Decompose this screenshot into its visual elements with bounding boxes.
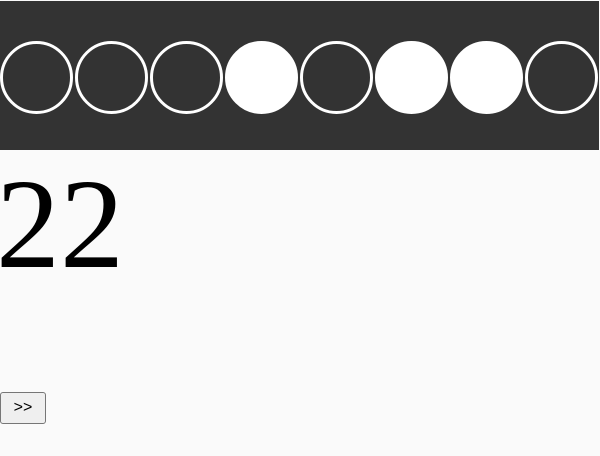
number-display: 22 xyxy=(0,153,124,295)
bit-toggle-6[interactable] xyxy=(375,41,448,114)
bit-toggle-8[interactable] xyxy=(525,41,598,114)
bit-toggle-bar xyxy=(0,1,599,150)
bit-toggle-4[interactable] xyxy=(225,41,298,114)
bit-toggle-3[interactable] xyxy=(150,41,223,114)
bit-toggle-2[interactable] xyxy=(75,41,148,114)
bit-toggle-7[interactable] xyxy=(450,41,523,114)
next-button[interactable]: >> xyxy=(0,392,46,424)
bit-toggle-1[interactable] xyxy=(0,41,73,114)
bit-toggle-5[interactable] xyxy=(300,41,373,114)
